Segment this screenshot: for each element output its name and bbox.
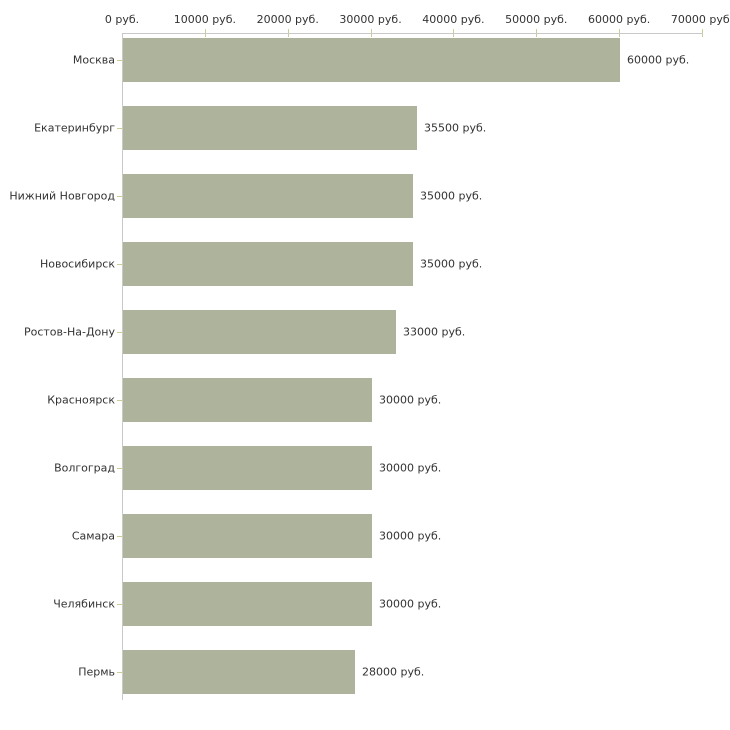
category-label: Красноярск bbox=[47, 393, 115, 407]
x-axis-tick-label: 20000 руб. bbox=[256, 13, 319, 26]
y-axis-tick-mark bbox=[117, 332, 122, 333]
value-label: 30000 руб. bbox=[379, 393, 442, 407]
category-label: Волгоград bbox=[54, 461, 115, 475]
value-label: 30000 руб. bbox=[379, 597, 442, 611]
y-axis-tick-mark bbox=[117, 128, 122, 129]
value-label: 35000 руб. bbox=[420, 257, 483, 271]
y-axis-tick-mark bbox=[117, 60, 122, 61]
bar bbox=[123, 582, 372, 626]
x-axis-tick-label: 0 руб. bbox=[104, 13, 140, 26]
x-axis-tick-label: 50000 руб. bbox=[505, 13, 568, 26]
x-axis-tick-label: 30000 руб. bbox=[339, 13, 402, 26]
value-label: 28000 руб. bbox=[362, 665, 425, 679]
x-axis-tick-label: 10000 руб. bbox=[173, 13, 236, 26]
y-axis-tick-mark bbox=[117, 400, 122, 401]
value-label: 33000 руб. bbox=[403, 325, 466, 339]
y-axis-line bbox=[122, 33, 123, 700]
bar bbox=[123, 106, 417, 150]
value-label: 35500 руб. bbox=[424, 121, 487, 135]
category-label: Екатеринбург bbox=[34, 121, 115, 135]
category-label: Новосибирск bbox=[39, 257, 115, 271]
bar bbox=[123, 378, 372, 422]
x-axis-line bbox=[122, 33, 703, 34]
value-label: 35000 руб. bbox=[420, 189, 483, 203]
y-axis-tick-mark bbox=[117, 468, 122, 469]
y-axis-tick-mark bbox=[117, 196, 122, 197]
y-axis-tick-mark bbox=[117, 604, 122, 605]
category-label: Москва bbox=[72, 53, 115, 67]
value-label: 30000 руб. bbox=[379, 529, 442, 543]
x-axis-tick-label: 40000 руб. bbox=[422, 13, 485, 26]
value-label: 60000 руб. bbox=[627, 53, 690, 67]
y-axis-tick-mark bbox=[117, 672, 122, 673]
y-axis-tick-mark bbox=[117, 536, 122, 537]
category-label: Самара bbox=[71, 529, 115, 543]
bar bbox=[123, 514, 372, 558]
x-axis-tick-label: 60000 руб. bbox=[588, 13, 651, 26]
bar bbox=[123, 174, 413, 218]
bar bbox=[123, 446, 372, 490]
category-label: Нижний Новгород bbox=[9, 189, 115, 203]
value-label: 30000 руб. bbox=[379, 461, 442, 475]
y-axis-tick-mark bbox=[117, 264, 122, 265]
category-label: Ростов-На-Дону bbox=[23, 325, 115, 339]
bar bbox=[123, 38, 620, 82]
bar bbox=[123, 310, 396, 354]
x-axis-tick-label: 70000 руб. bbox=[670, 13, 730, 26]
bar bbox=[123, 242, 413, 286]
category-label: Пермь bbox=[78, 665, 115, 679]
bar bbox=[123, 650, 355, 694]
category-label: Челябинск bbox=[53, 597, 115, 611]
